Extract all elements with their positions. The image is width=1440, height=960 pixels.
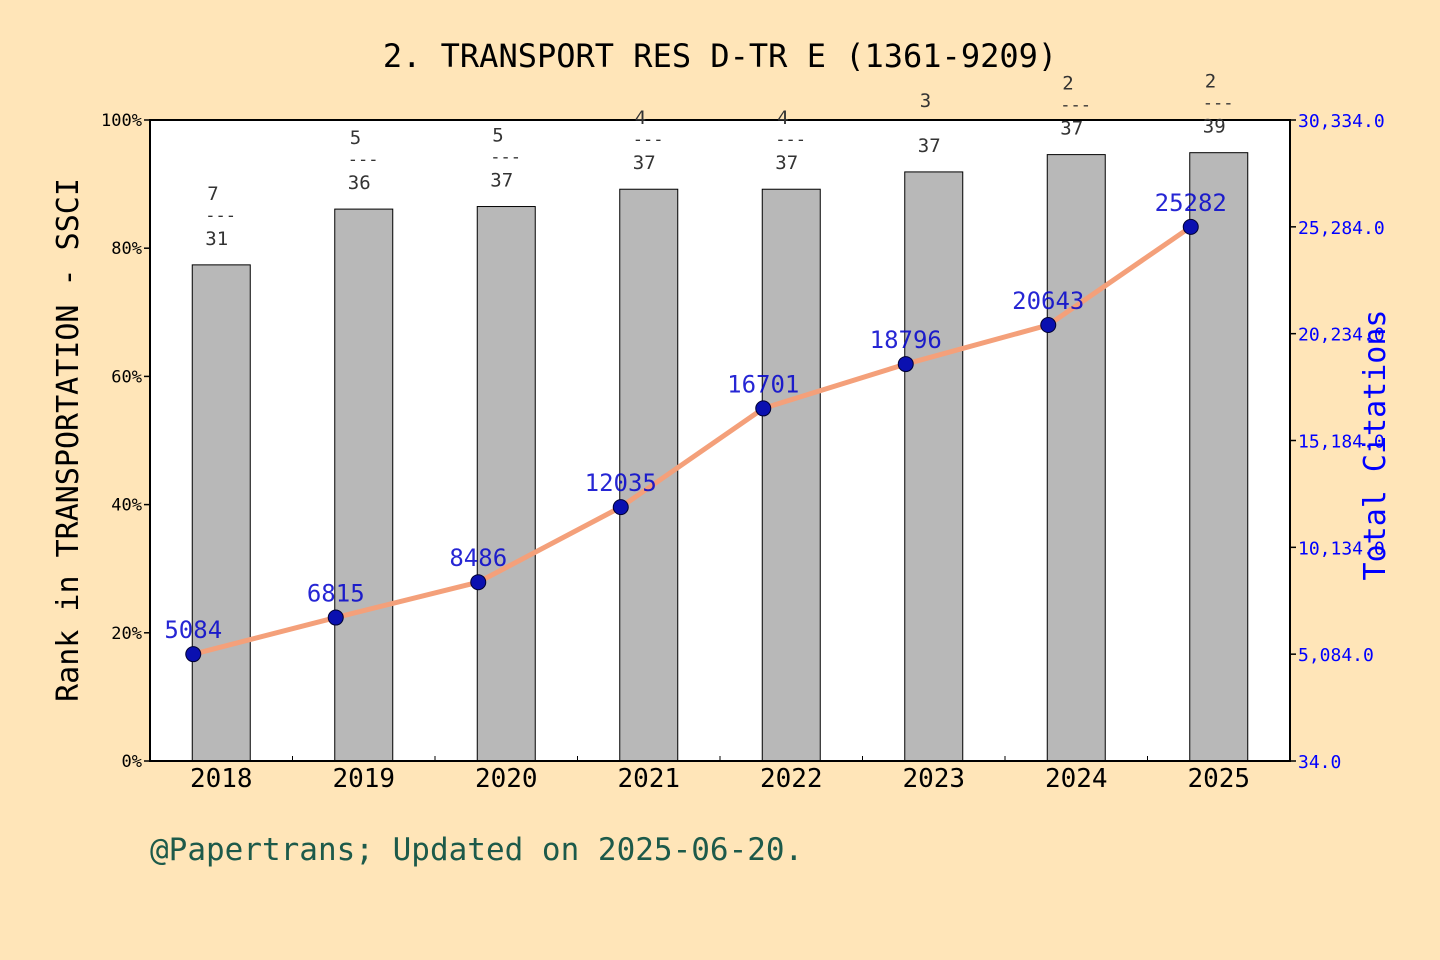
left-tick-label: 100% (101, 111, 142, 131)
right-tick-label: 34.0 (1298, 752, 1341, 773)
bar-label-total: 37 (775, 152, 798, 174)
bar-2018 (191, 264, 251, 762)
bar-label-total: 37 (918, 135, 941, 157)
citations-point-2025 (1182, 218, 1199, 235)
citations-point-2019 (327, 609, 344, 626)
right-axis: 34.0 5,084.0 10,134.0 15,184.0 20,234.0 25,28… (1290, 111, 1385, 773)
right-tick-label: 10,134.0 (1298, 538, 1385, 559)
bar-label-rank: 4 (635, 107, 646, 129)
citations-point-label: 12035 (585, 469, 657, 497)
citations-point-2021 (612, 499, 629, 516)
citations-point-label: 16701 (727, 370, 799, 398)
citations-point-2020 (470, 574, 487, 591)
bar-label-rank: 5 (350, 127, 361, 149)
citations-point-label: 8486 (449, 544, 507, 572)
left-tick-label: 0% (122, 752, 142, 772)
right-tick-label: 30,334.0 (1298, 111, 1385, 132)
bar-2022 (761, 188, 821, 762)
bar-label-separator: --- (775, 130, 806, 150)
citations-point-label: 20643 (1012, 287, 1084, 315)
right-axis-label: Total Citations (1358, 310, 1393, 581)
left-axis-label: Rank in TRANSPORTATION - SSCI (51, 178, 86, 702)
bar-label-total: 37 (1060, 118, 1083, 140)
citations-line (190, 224, 1194, 657)
citations-point-2018 (185, 646, 202, 663)
citations-point-label: 18796 (870, 326, 942, 354)
right-tick-label: 15,184.0 (1298, 432, 1385, 453)
citations-point-2024 (1040, 317, 1057, 334)
bar-label-total: 39 (1203, 116, 1226, 138)
left-tick-label: 80% (111, 239, 142, 259)
bar-2019 (334, 208, 394, 762)
x-tick-label: 2018 (190, 764, 253, 794)
bar-label-separator: --- (205, 206, 236, 226)
right-tick-label: 25,284.0 (1298, 218, 1385, 239)
labels-layer: 7---315---365---374---374---373372---372… (164, 71, 1233, 644)
bar-label-rank: 7 (207, 183, 218, 205)
citations-point-label: 25282 (1155, 189, 1227, 217)
bar-label-rank: 5 (492, 125, 503, 147)
citations-point-2022 (755, 400, 772, 417)
bar-label-separator: --- (1203, 94, 1234, 114)
x-tick-label: 2023 (902, 764, 965, 794)
bar-label-total: 31 (205, 228, 228, 250)
x-tick-label: 2025 (1187, 764, 1250, 794)
chart-title: 2. TRANSPORT RES D-TR E (1361-9209) (383, 37, 1057, 75)
bar-label-total: 36 (348, 172, 371, 194)
bar-label-rank: 2 (1205, 71, 1216, 93)
bar-label-separator: --- (633, 130, 664, 150)
bar-label-total: 37 (490, 170, 513, 192)
footer-credit: @Papertrans; Updated on 2025-06-20. (150, 832, 804, 868)
bar-label-separator: --- (1060, 96, 1091, 116)
citations-point-label: 6815 (307, 580, 365, 608)
bar-label-rank: 2 (1062, 73, 1073, 95)
bar-label-rank: 3 (920, 90, 931, 112)
citations-point-label: 5084 (164, 616, 222, 644)
x-tick-label: 2020 (475, 764, 538, 794)
bar-label-total: 37 (633, 152, 656, 174)
bar-2025 (1189, 152, 1249, 762)
bars-layer (191, 152, 1249, 762)
left-tick-label: 20% (111, 624, 142, 644)
bar-label-rank: 4 (777, 107, 788, 129)
bar-2020 (476, 206, 536, 762)
x-tick-label: 2022 (760, 764, 823, 794)
left-tick-label: 60% (111, 367, 142, 387)
x-tick-label: 2021 (617, 764, 680, 794)
right-tick-label: 5,084.0 (1298, 645, 1374, 666)
bar-label-separator: --- (490, 148, 521, 168)
left-tick-label: 40% (111, 496, 142, 516)
x-tick-label: 2019 (332, 764, 395, 794)
x-tick-label: 2024 (1045, 764, 1108, 794)
line-layer (185, 218, 1199, 663)
citations-point-2023 (897, 356, 914, 373)
bar-2023 (904, 171, 964, 762)
left-axis: 0% 20% 40% 60% 80% 100% (101, 111, 150, 772)
bar-2024 (1046, 154, 1106, 762)
x-axis: 2018 2019 2020 2021 2022 2023 2024 2025 (190, 756, 1250, 794)
bar-label-separator: --- (348, 150, 379, 170)
right-tick-label: 20,234.0 (1298, 325, 1385, 346)
